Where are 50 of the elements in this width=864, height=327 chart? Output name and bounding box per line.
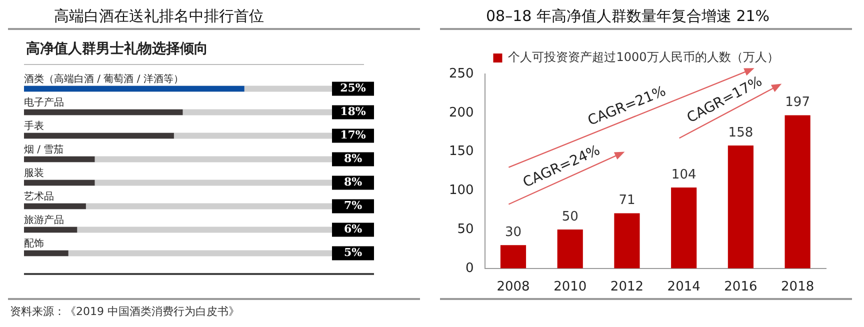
data-label: 158 [728,125,754,140]
chart-title: 08–18 年高净值人群数量年复合增速 21% [486,6,771,27]
x-tick-label: 2016 [724,280,758,295]
chart-title: 高端白酒在送礼排名中排行首位 [54,6,265,27]
bar [24,226,78,233]
x-tick-label: 2008 [496,280,530,295]
x-tick-label: 2010 [554,280,587,295]
y-tick-label: 手表 [24,120,44,132]
bar [671,188,697,268]
y-tick-label: 旅游产品 [24,214,64,226]
text: 资料来源：《2019 中国酒类消费行为白皮书》 [10,304,240,319]
y-tick-label: 200 [448,105,474,120]
data-label: 8% [344,176,363,189]
y-tick-label: 0 [466,260,474,276]
data-label: 8% [344,152,363,166]
chart-subtitle: 高净值人群男士礼物选择倾向 [26,40,209,58]
data-label: 50 [562,209,578,224]
y-tick-label: 150 [448,144,474,160]
data-label: 17% [340,128,366,142]
data-label: 25% [340,82,366,95]
data-label: 30 [504,224,522,240]
legend-label: 个人可投资资产超过1000万人民币的人数（万人） [508,50,779,64]
y-tick-label: 250 [448,66,474,82]
bar [500,245,526,268]
bar [728,146,754,268]
bar [24,203,86,210]
y-tick-label: 酒类（高端白酒 / 葡萄酒 / 洋酒等） [24,72,184,85]
data-label: 6% [344,222,363,236]
data-label: 197 [785,95,810,110]
data-label: 5% [344,246,363,260]
y-tick-label: 艺术品 [24,190,54,202]
y-tick-label: 服装 [24,166,44,179]
y-tick-label: 100 [448,183,474,198]
data-label: 104 [671,167,696,182]
y-tick-label: 配饰 [24,237,44,250]
bar [784,115,810,268]
bar [614,213,640,268]
data-label: 18% [340,105,366,118]
y-tick-label: 烟 / 雪茄 [24,143,64,156]
bar [24,250,68,256]
x-tick-label: 2018 [781,280,814,295]
x-tick-label: 2014 [667,280,700,295]
bar [24,156,95,162]
data-label: 71 [618,193,636,208]
y-tick-label: 50 [457,222,474,237]
x-tick-label: 2012 [610,280,644,295]
y-tick-label: 电子产品 [24,96,64,108]
bar [24,180,95,186]
data-label: 7% [344,199,363,212]
bar [557,230,583,268]
